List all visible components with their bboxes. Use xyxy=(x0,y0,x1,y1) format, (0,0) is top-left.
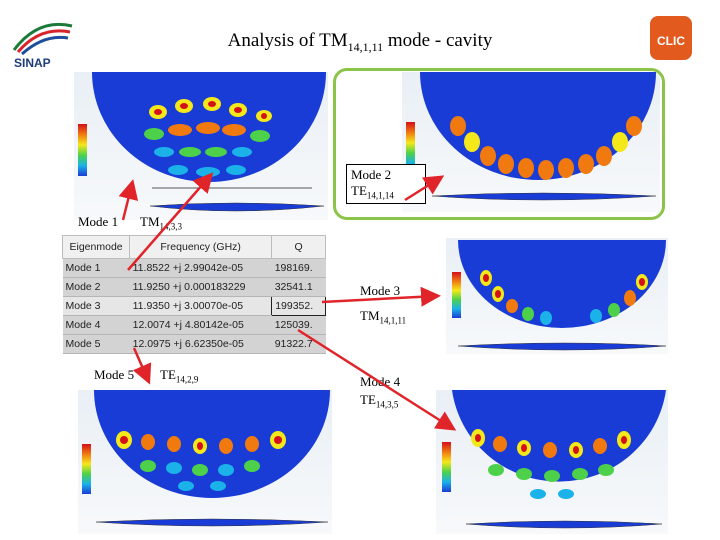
mode4-type: TE14,3,5 xyxy=(360,392,399,410)
mode2-label: Mode 2 TE14,1,14 xyxy=(346,164,426,204)
table-row[interactable]: Mode 5 12.0975 +j 6.62350e-05 91322.7 xyxy=(62,334,326,354)
cell-q: 91322.7 xyxy=(271,334,326,354)
mode3-type: TM14,1,11 xyxy=(360,308,407,326)
mode5-type: TE14,2,9 xyxy=(160,367,199,385)
svg-text:CLIC: CLIC xyxy=(657,34,685,48)
mode1-label: Mode 1 xyxy=(78,214,119,229)
table-row[interactable]: Mode 4 12.0074 +j 4.80142e-05 125039. xyxy=(62,315,326,335)
cell-mode: Mode 1 xyxy=(62,258,130,278)
mode3-field-plot xyxy=(446,238,668,354)
cell-mode: Mode 2 xyxy=(62,277,130,297)
cell-frequency: 11.9250 +j 0.000183229 xyxy=(129,277,272,297)
mode2-field-plot xyxy=(402,72,660,212)
cell-q: 125039. xyxy=(271,315,326,335)
page-title: Analysis of TM14,1,11 mode - cavity xyxy=(227,30,493,54)
sinap-logo: SINAP xyxy=(8,12,80,70)
col-eigenmode: Eigenmode xyxy=(61,235,131,259)
mode1-field-plot xyxy=(74,72,328,220)
cell-mode: Mode 4 xyxy=(62,315,130,335)
color-legend xyxy=(406,122,415,174)
cell-mode: Mode 5 xyxy=(62,334,130,354)
eigenmode-table: Eigenmode Frequency (GHz) Q Mode 1 11.85… xyxy=(61,235,326,354)
col-frequency: Frequency (GHz) xyxy=(129,235,273,259)
color-legend xyxy=(82,444,91,494)
mode5-field-plot xyxy=(78,390,332,534)
table-row[interactable]: Mode 1 11.8522 +j 2.99042e-05 198169. xyxy=(62,258,326,278)
clic-logo: CLIC xyxy=(648,12,694,64)
color-legend xyxy=(78,124,87,176)
color-legend xyxy=(452,272,461,318)
table-row-selected[interactable]: Mode 3 11.9350 +j 3.00070e-05 199352. xyxy=(62,296,326,316)
cell-q: 198169. xyxy=(271,258,326,278)
col-q: Q xyxy=(271,235,326,259)
mode5-label: Mode 5 xyxy=(94,367,135,382)
mode4-label: Mode 4 xyxy=(360,374,401,389)
cell-mode: Mode 3 xyxy=(62,296,130,316)
mode1-type: TM14,3,3 xyxy=(140,214,182,232)
cell-q: 199352. xyxy=(271,296,326,316)
highlight-frame xyxy=(333,68,665,220)
color-legend xyxy=(442,442,451,492)
mode4-field-plot xyxy=(436,390,668,534)
svg-text:SINAP: SINAP xyxy=(14,56,51,70)
cell-frequency: 12.0975 +j 6.62350e-05 xyxy=(129,334,272,354)
cell-frequency: 11.8522 +j 2.99042e-05 xyxy=(129,258,272,278)
cell-frequency: 11.9350 +j 3.00070e-05 xyxy=(129,296,272,316)
cell-frequency: 12.0074 +j 4.80142e-05 xyxy=(129,315,272,335)
table-row[interactable]: Mode 2 11.9250 +j 0.000183229 32541.1 xyxy=(62,277,326,297)
cell-q: 32541.1 xyxy=(271,277,326,297)
mode3-label: Mode 3 xyxy=(360,283,401,298)
